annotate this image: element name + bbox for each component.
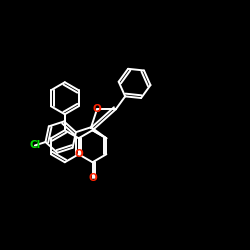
- Text: O: O: [92, 104, 101, 114]
- Text: Cl: Cl: [29, 140, 40, 150]
- Text: O: O: [74, 149, 83, 159]
- Text: O: O: [88, 173, 97, 183]
